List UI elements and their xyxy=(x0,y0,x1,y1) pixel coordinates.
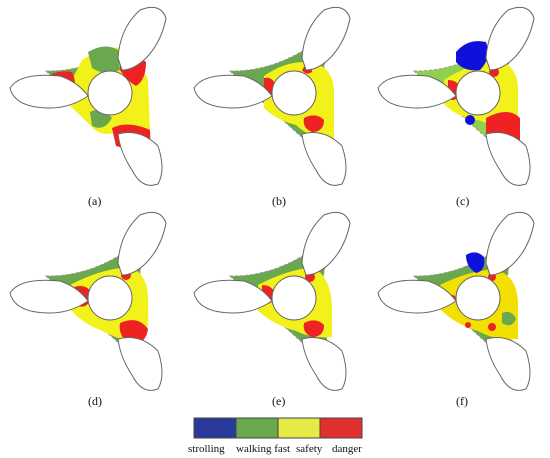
legend-label-strolling: strolling xyxy=(188,443,225,455)
lobe-bottom xyxy=(301,132,347,186)
strolling-zone xyxy=(465,115,475,125)
legend: strolling walking fast safety danger xyxy=(188,417,363,455)
danger-zone xyxy=(303,115,324,132)
panel-label: (b) xyxy=(272,194,286,208)
legend-swatch-safety xyxy=(277,417,321,439)
danger-zone xyxy=(488,323,496,331)
central-pillar xyxy=(455,70,501,116)
central-pillar xyxy=(455,275,501,321)
strolling-zone xyxy=(456,41,488,71)
panel-label: (c) xyxy=(456,194,469,208)
lobe-top xyxy=(117,6,167,71)
lobe-left xyxy=(9,74,89,109)
lobe-top xyxy=(485,6,535,71)
lobe-bottom xyxy=(301,337,347,391)
lobe-left xyxy=(377,74,457,109)
panel-label: (a) xyxy=(88,194,101,208)
lobe-bottom xyxy=(117,132,163,186)
danger-zone xyxy=(303,320,324,337)
legend-swatch-strolling xyxy=(193,417,237,439)
lobe-top xyxy=(117,211,167,276)
panel-a: (a) xyxy=(9,6,167,208)
central-pillar xyxy=(87,70,133,116)
panel-e: (e) xyxy=(193,211,351,408)
legend-label-safety: safety xyxy=(296,443,323,455)
panel-d: (d) xyxy=(9,211,167,408)
lobe-bottom xyxy=(485,132,531,186)
legend-swatch-danger xyxy=(319,417,363,439)
central-pillar xyxy=(271,70,317,116)
panel-label: (d) xyxy=(88,394,102,408)
walking-zone xyxy=(88,46,120,73)
lobe-top xyxy=(301,211,351,276)
lobe-top xyxy=(485,211,535,276)
central-pillar xyxy=(271,275,317,321)
lobe-left xyxy=(193,279,273,314)
legend-label-walking-fast: walking fast xyxy=(236,443,290,455)
lobe-left xyxy=(9,279,89,314)
panel-c: (c) xyxy=(377,6,535,208)
lobe-bottom xyxy=(117,337,163,391)
legend-swatch-walking-fast xyxy=(235,417,279,439)
walking-zone xyxy=(502,311,516,326)
lobe-bottom xyxy=(485,337,531,391)
legend-label-danger: danger xyxy=(332,443,362,455)
panel-b: (b) xyxy=(193,6,351,208)
strolling-zone xyxy=(466,252,485,273)
lobe-left xyxy=(377,279,457,314)
danger-zone xyxy=(465,322,471,328)
panel-f: (f) xyxy=(377,211,535,408)
panel-label: (e) xyxy=(272,394,285,408)
lobe-top xyxy=(301,6,351,71)
lobe-left xyxy=(193,74,273,109)
panel-label: (f) xyxy=(456,394,468,408)
central-pillar xyxy=(87,275,133,321)
